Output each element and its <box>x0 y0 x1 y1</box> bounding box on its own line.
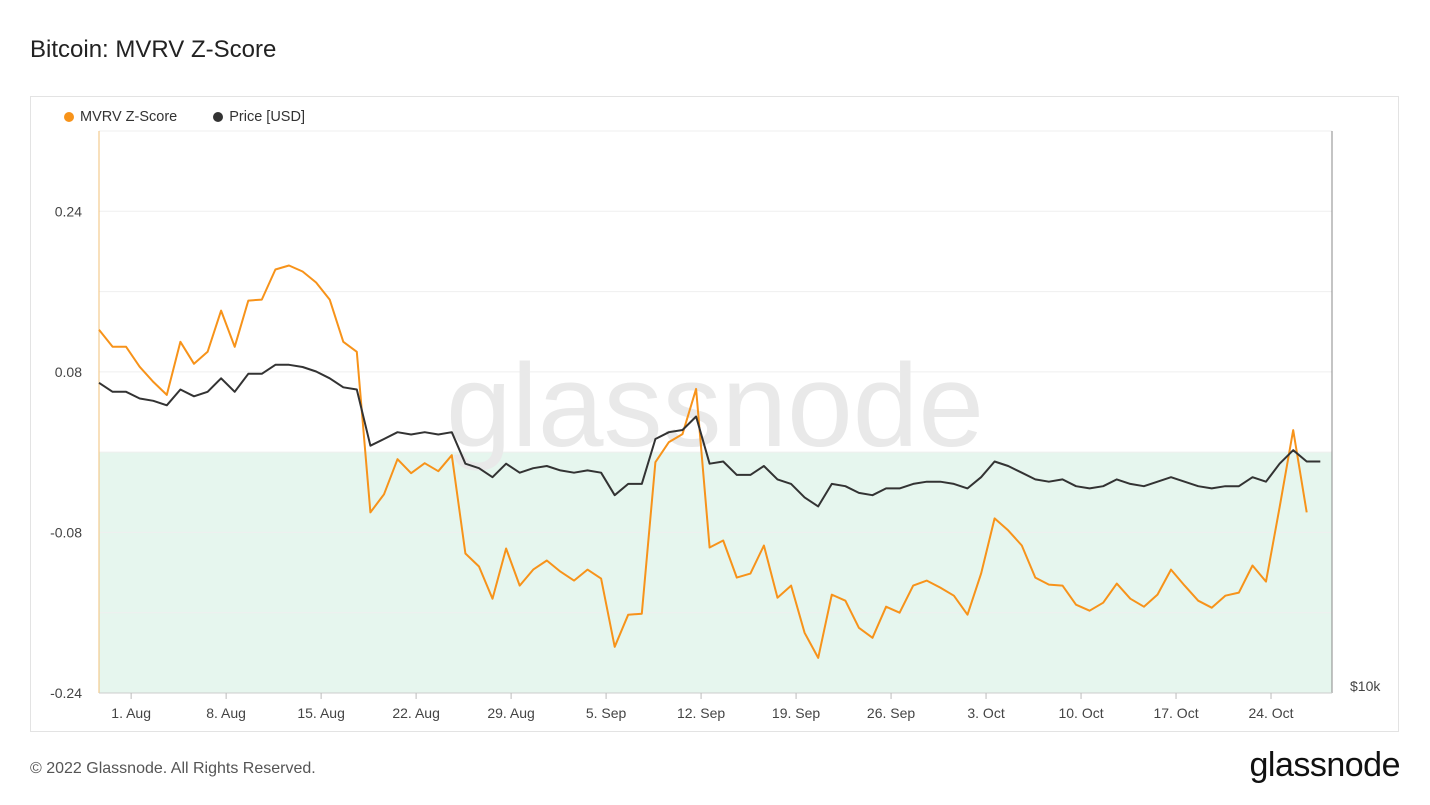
x-tick-label: 24. Oct <box>1248 705 1293 721</box>
y-tick-label: 0.08 <box>55 364 82 380</box>
legend-dot-zscore-icon <box>64 112 74 122</box>
legend-label-price: Price [USD] <box>229 109 305 125</box>
page-title: Bitcoin: MVRV Z-Score <box>30 36 277 63</box>
x-tick-label: 5. Sep <box>586 705 627 721</box>
y-tick-label: -0.08 <box>50 524 82 540</box>
x-tick-label: 15. Aug <box>297 705 345 721</box>
series-line-price <box>98 363 1321 508</box>
y-tick-label: -0.24 <box>50 685 82 701</box>
legend-label-zscore: MVRV Z-Score <box>80 109 178 125</box>
x-tick-label: 8. Aug <box>206 705 246 721</box>
x-tick-label: 10. Oct <box>1058 705 1103 721</box>
series-line-zscore <box>98 264 1308 659</box>
x-tick-label: 26. Sep <box>867 705 915 721</box>
brand-logo: glassnode <box>1249 746 1400 784</box>
y-tick-label: 0.24 <box>55 203 82 219</box>
legend-item-price[interactable]: Price [USD] <box>213 109 305 125</box>
x-tick-label: 3. Oct <box>967 705 1004 721</box>
copyright-text: © 2022 Glassnode. All Rights Reserved. <box>30 760 316 777</box>
legend-dot-price-icon <box>213 112 224 122</box>
x-tick-label: 29. Aug <box>487 705 535 721</box>
undervalued-band <box>99 452 1332 693</box>
x-tick-label: 12. Sep <box>677 705 725 721</box>
x-tick-label: 22. Aug <box>392 705 440 721</box>
chart-legend: MVRV Z-Score Price [USD] <box>64 109 305 125</box>
x-tick-label: 17. Oct <box>1153 705 1198 721</box>
x-tick-label: 1. Aug <box>111 705 151 721</box>
legend-item-zscore[interactable]: MVRV Z-Score <box>64 109 177 125</box>
watermark-text: glassnode <box>446 340 984 472</box>
x-tick-label: 19. Sep <box>772 705 820 721</box>
y-right-tick-label: $10k <box>1350 678 1381 694</box>
